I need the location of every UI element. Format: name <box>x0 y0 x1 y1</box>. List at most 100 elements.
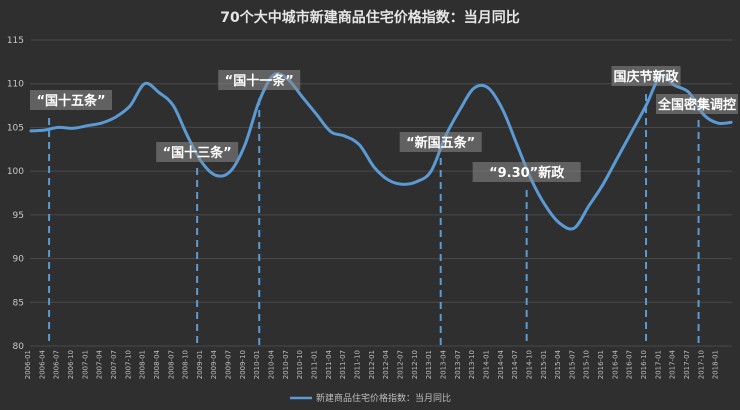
annotation-text: “国十一条” <box>225 73 294 89</box>
annotation-label: “国十一条” <box>218 70 301 90</box>
data-point <box>630 131 633 133</box>
annotation-label: 全国密集调控 <box>656 94 738 114</box>
x-tick-label: 2013-07 <box>454 350 462 379</box>
annotation-lines <box>48 94 700 346</box>
y-tick-label: 105 <box>7 123 24 133</box>
data-point <box>100 122 103 124</box>
x-axis-ticks: 2006-01 2006-04 2006-07 2006-10 2007-01 2007-… <box>24 349 720 379</box>
x-tick-label: 2008-07 <box>167 350 175 379</box>
x-tick-label: 2008-04 <box>153 349 161 379</box>
x-tick-label: 2015-04 <box>554 349 562 379</box>
y-tick-label: 80 <box>13 342 25 352</box>
data-point <box>387 179 389 181</box>
annotation-label: “新国五条” <box>399 132 482 152</box>
chart-title: 70个大中城市新建商品住宅价格指数：当月同比 <box>220 9 519 26</box>
data-point <box>186 135 189 137</box>
data-point <box>330 131 332 133</box>
x-tick-label: 2010-07 <box>282 350 290 379</box>
annotation-text: “新国五条” <box>406 135 475 151</box>
annotation-label: “国十三条” <box>156 142 239 162</box>
x-tick-label: 2018-01 <box>712 350 720 379</box>
data-point <box>731 121 733 123</box>
annotation-box <box>656 94 738 114</box>
data-point <box>358 144 361 146</box>
x-tick-label: 2017-04 <box>669 349 677 379</box>
x-tick-label: 2011-01 <box>311 350 319 379</box>
x-tick-label: 2007-01 <box>81 350 89 379</box>
annotation-box <box>472 162 581 182</box>
data-point <box>688 91 690 94</box>
y-tick-label: 90 <box>13 255 25 265</box>
x-tick-label: 2015-10 <box>583 350 591 379</box>
data-point <box>458 109 461 111</box>
data-point <box>373 165 375 168</box>
data-point <box>43 129 46 131</box>
x-tick-label: 2006-07 <box>53 350 61 379</box>
x-tick-label: 2012-04 <box>382 349 390 379</box>
data-point <box>587 205 590 207</box>
x-tick-label: 2016-04 <box>611 349 619 379</box>
data-point <box>501 109 504 111</box>
x-tick-label: 2011-10 <box>354 350 362 379</box>
x-tick-label: 2014-07 <box>511 350 519 379</box>
y-tick-label: 110 <box>7 80 24 90</box>
annotation-box <box>156 142 239 162</box>
annotation-text: “9.30”新政 <box>489 165 565 181</box>
data-point <box>301 96 304 98</box>
data-point <box>29 130 31 132</box>
x-tick-label: 2014-10 <box>525 350 533 379</box>
x-tick-label: 2013-04 <box>439 349 447 379</box>
annotation-text: “国十三条” <box>163 145 232 161</box>
annotation-label: “国十五条” <box>30 90 112 110</box>
data-point <box>258 100 261 102</box>
annotation-text: 全国密集调控 <box>657 97 736 113</box>
data-point <box>57 126 60 129</box>
annotation-box <box>218 70 301 90</box>
x-tick-label: 2009-01 <box>196 350 204 379</box>
x-tick-label: 2013-10 <box>468 350 476 379</box>
y-tick-label: 115 <box>7 36 24 46</box>
series-line-0 <box>29 72 733 231</box>
x-tick-label: 2013-01 <box>425 350 433 379</box>
x-tick-label: 2006-01 <box>24 350 32 379</box>
x-tick-label: 2012-01 <box>368 350 376 379</box>
data-point <box>645 104 647 107</box>
data-point <box>559 222 561 225</box>
y-axis-ticks: 80 85 90 95 100 105 110 115 <box>7 36 24 352</box>
x-tick-label: 2011-07 <box>339 350 347 379</box>
data-point <box>487 87 490 89</box>
x-tick-label: 2009-07 <box>225 350 233 379</box>
annotation-label: 国庆节新政 <box>611 66 681 86</box>
x-tick-label: 2008-01 <box>139 350 147 379</box>
x-tick-label: 2006-04 <box>38 349 46 379</box>
x-tick-label: 2007-04 <box>96 349 104 379</box>
data-point <box>616 157 619 159</box>
data-point <box>473 87 475 89</box>
x-tick-label: 2010-04 <box>268 349 276 379</box>
annotation-box <box>30 90 112 110</box>
data-point <box>158 91 160 94</box>
data-point <box>516 144 518 146</box>
x-tick-label: 2006-10 <box>67 350 75 379</box>
x-tick-label: 2016-10 <box>640 350 648 379</box>
data-point <box>573 227 576 229</box>
legend-label: 新建商品住宅价格指数：当月同比 <box>316 392 451 404</box>
data-point <box>129 104 132 107</box>
data-point <box>115 116 117 118</box>
y-tick-label: 100 <box>7 167 24 177</box>
x-tick-label: 2015-01 <box>540 350 548 379</box>
x-tick-label: 2016-01 <box>597 350 605 379</box>
annotation-text: 国庆节新政 <box>614 69 680 85</box>
x-tick-label: 2008-10 <box>182 350 190 379</box>
y-tick-label: 95 <box>13 211 24 221</box>
annotation-box <box>399 132 482 152</box>
x-tick-label: 2007-10 <box>124 350 132 379</box>
x-tick-label: 2017-01 <box>654 350 662 379</box>
x-tick-label: 2014-01 <box>482 350 490 379</box>
x-tick-label: 2012-07 <box>396 350 404 379</box>
x-tick-label: 2010-01 <box>253 350 261 379</box>
x-tick-label: 2007-07 <box>110 350 118 379</box>
data-point <box>143 82 146 85</box>
x-tick-label: 2009-10 <box>239 350 247 379</box>
